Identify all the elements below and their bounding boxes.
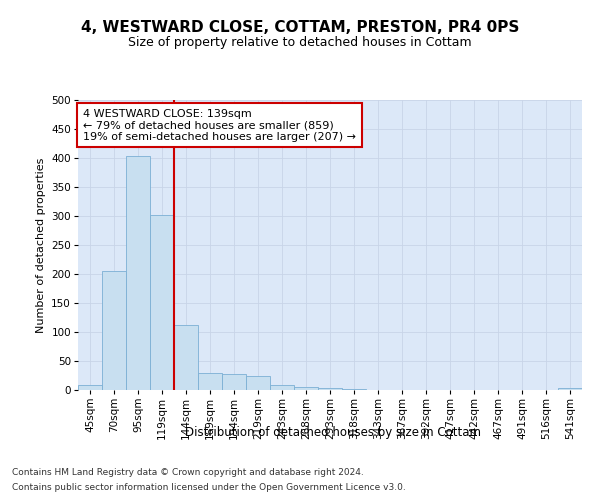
Bar xyxy=(318,388,342,390)
Bar xyxy=(198,372,222,390)
Y-axis label: Number of detached properties: Number of detached properties xyxy=(36,158,46,332)
Bar xyxy=(102,271,126,390)
Bar xyxy=(246,376,270,390)
Text: Contains HM Land Registry data © Crown copyright and database right 2024.: Contains HM Land Registry data © Crown c… xyxy=(12,468,364,477)
Bar xyxy=(174,325,198,390)
Bar xyxy=(78,386,102,390)
Text: Size of property relative to detached houses in Cottam: Size of property relative to detached ho… xyxy=(128,36,472,49)
Bar xyxy=(294,386,318,390)
Text: 4 WESTWARD CLOSE: 139sqm
← 79% of detached houses are smaller (859)
19% of semi-: 4 WESTWARD CLOSE: 139sqm ← 79% of detach… xyxy=(83,108,356,142)
Bar xyxy=(270,386,294,390)
Text: Distribution of detached houses by size in Cottam: Distribution of detached houses by size … xyxy=(185,426,481,439)
Text: Contains public sector information licensed under the Open Government Licence v3: Contains public sector information licen… xyxy=(12,483,406,492)
Bar xyxy=(126,156,150,390)
Bar xyxy=(222,374,246,390)
Bar xyxy=(558,388,582,390)
Bar xyxy=(150,215,174,390)
Text: 4, WESTWARD CLOSE, COTTAM, PRESTON, PR4 0PS: 4, WESTWARD CLOSE, COTTAM, PRESTON, PR4 … xyxy=(81,20,519,35)
